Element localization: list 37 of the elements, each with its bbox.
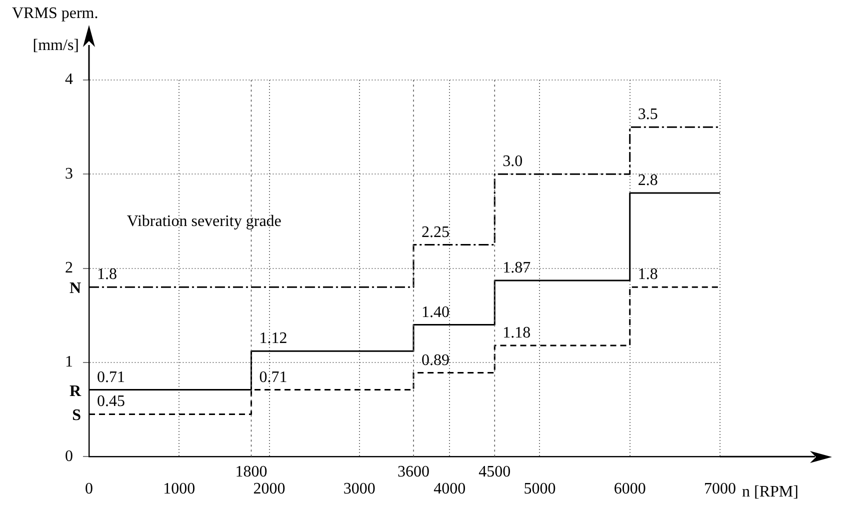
y-tick-label: 3 (65, 165, 73, 182)
data-label: 0.71 (97, 368, 125, 386)
data-label: 1.18 (502, 324, 531, 342)
x-tick-label: 0 (85, 480, 93, 498)
y-tick-label: 4 (65, 71, 73, 88)
x-tick-label: 5000 (524, 480, 556, 498)
data-label: 2.25 (422, 224, 450, 241)
x-tick-label: 4000 (434, 480, 466, 498)
x-tick-label: 3000 (343, 480, 376, 498)
y-tick-label: 2 (65, 260, 73, 277)
x-tick-label: 2000 (253, 480, 286, 498)
ref-line-label: 1800 (235, 464, 268, 481)
x-tick-label: 6000 (614, 480, 646, 498)
ref-line-label: 3600 (398, 464, 430, 481)
data-label: 1.12 (259, 330, 288, 348)
data-label: 1.8 (638, 266, 658, 284)
data-label: 3.0 (502, 153, 523, 170)
data-label: 2.8 (638, 172, 658, 189)
x-tick-label: 1000 (163, 480, 196, 498)
y-tick-label: 1 (65, 354, 73, 371)
annotation: Vibration severity grade (126, 212, 282, 230)
data-label: 1.40 (422, 304, 450, 321)
series-label: N (69, 280, 82, 298)
data-label: 1.87 (502, 260, 531, 277)
data-label: 3.5 (638, 106, 658, 124)
data-label: 0.89 (422, 352, 450, 369)
data-label: 1.8 (97, 266, 117, 284)
x-tick-label: 7000 (704, 480, 736, 498)
ref-line-label: 4500 (478, 464, 511, 481)
series-label: R (69, 382, 82, 400)
data-label: 0.45 (97, 393, 125, 410)
data-label: 0.71 (259, 368, 288, 386)
y-tick-label: 0 (65, 448, 73, 465)
text: [mm/s] (32, 37, 79, 54)
series-label: S (72, 407, 82, 424)
x-axis-title: n [RPM] (742, 484, 798, 501)
y-axis-title: VRMS perm. (12, 5, 98, 22)
